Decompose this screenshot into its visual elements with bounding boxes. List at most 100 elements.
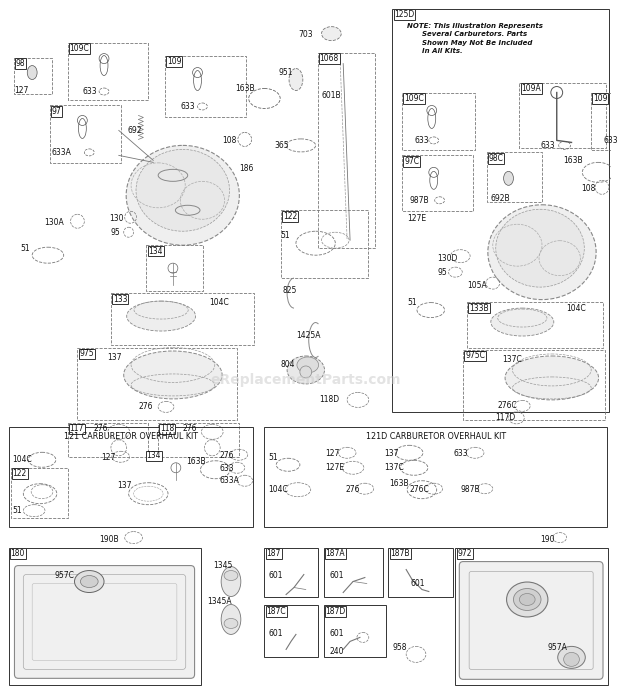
Text: 109: 109 xyxy=(593,94,608,103)
Text: 163B: 163B xyxy=(186,457,205,466)
Bar xyxy=(389,547,453,597)
FancyBboxPatch shape xyxy=(14,565,195,678)
Text: 108: 108 xyxy=(222,136,236,145)
Text: 122: 122 xyxy=(12,469,27,478)
Text: 633: 633 xyxy=(414,136,428,145)
Bar xyxy=(265,547,317,597)
Bar xyxy=(402,155,473,211)
Text: 187C: 187C xyxy=(267,607,286,616)
Text: eReplacementParts.com: eReplacementParts.com xyxy=(211,373,401,387)
Text: 51: 51 xyxy=(407,297,417,306)
Text: 987B: 987B xyxy=(409,196,429,205)
Bar xyxy=(78,348,237,420)
Text: 633: 633 xyxy=(453,449,468,458)
Text: 104C: 104C xyxy=(268,485,288,494)
Text: 127: 127 xyxy=(14,86,29,95)
Text: 633: 633 xyxy=(82,87,97,96)
Text: 804: 804 xyxy=(280,360,294,369)
Text: 276C: 276C xyxy=(498,401,518,410)
Text: 1068: 1068 xyxy=(319,54,339,63)
Ellipse shape xyxy=(496,209,584,287)
Bar xyxy=(9,427,252,527)
Text: 186: 186 xyxy=(239,164,253,173)
Bar xyxy=(50,105,121,164)
Text: 108: 108 xyxy=(582,184,596,193)
Text: 109: 109 xyxy=(167,57,182,66)
Ellipse shape xyxy=(27,66,37,80)
Text: 187: 187 xyxy=(267,549,281,558)
Text: 97C: 97C xyxy=(404,157,419,166)
Text: 121D CARBURETOR OVERHAUL KIT: 121D CARBURETOR OVERHAUL KIT xyxy=(366,432,506,441)
Text: 951: 951 xyxy=(278,68,293,77)
Text: 163B: 163B xyxy=(235,84,255,93)
Text: 127E: 127E xyxy=(326,463,345,472)
Text: 130D: 130D xyxy=(438,254,458,263)
Text: 109C: 109C xyxy=(404,94,424,103)
Text: 975: 975 xyxy=(79,349,94,358)
Text: 633: 633 xyxy=(540,141,555,150)
Circle shape xyxy=(300,366,312,378)
Text: 134: 134 xyxy=(146,451,161,460)
Text: 633: 633 xyxy=(181,102,195,111)
Text: 240: 240 xyxy=(329,647,344,656)
Text: 958: 958 xyxy=(392,643,407,652)
Text: 104C: 104C xyxy=(12,455,32,464)
Ellipse shape xyxy=(124,351,222,399)
Bar xyxy=(265,427,607,527)
Text: 276: 276 xyxy=(93,424,108,433)
Bar xyxy=(591,92,620,150)
Text: 133B: 133B xyxy=(469,304,489,313)
Text: 692: 692 xyxy=(128,126,142,135)
Text: 95: 95 xyxy=(111,228,121,237)
Text: 180: 180 xyxy=(11,549,25,558)
Text: 601: 601 xyxy=(329,571,344,580)
Text: 601: 601 xyxy=(268,629,283,638)
Text: 130A: 130A xyxy=(44,218,64,227)
Text: 703: 703 xyxy=(298,30,312,39)
Text: 109A: 109A xyxy=(521,84,541,93)
Bar xyxy=(158,423,239,457)
Text: 633: 633 xyxy=(219,464,234,473)
Bar xyxy=(9,547,202,685)
Bar xyxy=(392,9,609,412)
Text: 276C: 276C xyxy=(409,485,429,494)
Bar xyxy=(68,423,148,457)
Text: 127: 127 xyxy=(326,449,340,458)
Text: 117D: 117D xyxy=(495,413,515,422)
Text: 601: 601 xyxy=(268,571,283,580)
Bar xyxy=(402,92,475,150)
Text: 187B: 187B xyxy=(391,549,410,558)
Text: 137: 137 xyxy=(107,353,122,362)
Text: 1345A: 1345A xyxy=(207,597,232,606)
Text: 51: 51 xyxy=(280,231,290,240)
Text: 601: 601 xyxy=(329,629,344,638)
Ellipse shape xyxy=(488,205,596,299)
Bar xyxy=(324,547,383,597)
Text: 972: 972 xyxy=(458,549,472,558)
Text: 109C: 109C xyxy=(69,44,89,53)
Text: 190B: 190B xyxy=(99,535,119,544)
Text: 633A: 633A xyxy=(52,148,72,157)
Ellipse shape xyxy=(289,69,303,91)
Ellipse shape xyxy=(224,618,238,629)
Text: NOTE: This Illustration Represents
      Several Carburetors. Parts
      Shown : NOTE: This Illustration Represents Sever… xyxy=(407,23,543,55)
Ellipse shape xyxy=(287,356,324,384)
Text: 190: 190 xyxy=(540,535,554,544)
Text: 276: 276 xyxy=(345,485,360,494)
Ellipse shape xyxy=(505,356,598,400)
Text: 122: 122 xyxy=(283,212,298,221)
Bar xyxy=(111,293,254,345)
Text: 97: 97 xyxy=(52,107,61,116)
Ellipse shape xyxy=(507,582,548,617)
Ellipse shape xyxy=(503,171,513,185)
Text: 127: 127 xyxy=(101,453,115,462)
Text: 957A: 957A xyxy=(548,643,568,652)
Text: 51: 51 xyxy=(12,506,22,515)
Text: 825: 825 xyxy=(282,286,296,295)
Text: 276: 276 xyxy=(138,403,153,412)
Text: 187D: 187D xyxy=(326,607,346,616)
Text: 1345: 1345 xyxy=(213,561,232,570)
Text: 633: 633 xyxy=(603,136,618,145)
Ellipse shape xyxy=(221,567,241,597)
Text: 975C: 975C xyxy=(465,351,485,360)
